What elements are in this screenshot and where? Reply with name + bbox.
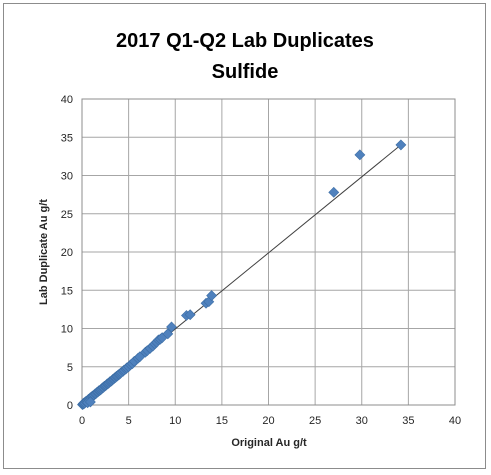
x-tick-label: 5 <box>126 415 132 427</box>
y-tick-label: 10 <box>61 324 73 336</box>
y-tick-label: 5 <box>67 362 73 374</box>
y-tick-labels: 0 5 10 15 20 25 30 35 40 <box>61 94 73 412</box>
data-point <box>206 290 218 302</box>
chart-frame <box>3 3 486 469</box>
data-point <box>354 149 366 161</box>
data-point <box>184 309 196 321</box>
x-tick-label: 25 <box>309 415 321 427</box>
y-tick-label: 20 <box>61 247 73 259</box>
data-point <box>328 186 340 198</box>
y-axis-title: Lab Duplicate Au g/t <box>38 199 50 305</box>
x-tick-label: 30 <box>356 415 368 427</box>
x-tick-label: 35 <box>402 415 414 427</box>
y-tick-label: 30 <box>61 171 73 183</box>
data-points <box>77 139 407 411</box>
x-tick-label: 10 <box>169 415 181 427</box>
data-point <box>166 321 177 333</box>
y-tick-label: 25 <box>61 209 73 221</box>
x-tick-label: 0 <box>79 415 85 427</box>
y-tick-label: 15 <box>61 285 73 297</box>
x-tick-label: 20 <box>262 415 274 427</box>
y-tick-label: 40 <box>61 94 73 106</box>
data-point <box>162 328 174 340</box>
chart-title-line-2: Sulfide <box>212 61 279 83</box>
chart-title-line-1: 2017 Q1-Q2 Lab Duplicates <box>116 30 374 52</box>
data-point <box>84 396 96 408</box>
x-tick-label: 40 <box>449 415 461 427</box>
y-tick-label: 35 <box>61 132 73 144</box>
x-tick-labels: 0 5 10 15 20 25 30 35 40 <box>79 415 461 427</box>
plot-area <box>81 98 456 406</box>
x-tick-label: 15 <box>216 415 228 427</box>
data-point <box>395 139 407 151</box>
x-axis-title: Original Au g/t <box>231 437 307 449</box>
y-tick-label: 0 <box>67 400 73 412</box>
